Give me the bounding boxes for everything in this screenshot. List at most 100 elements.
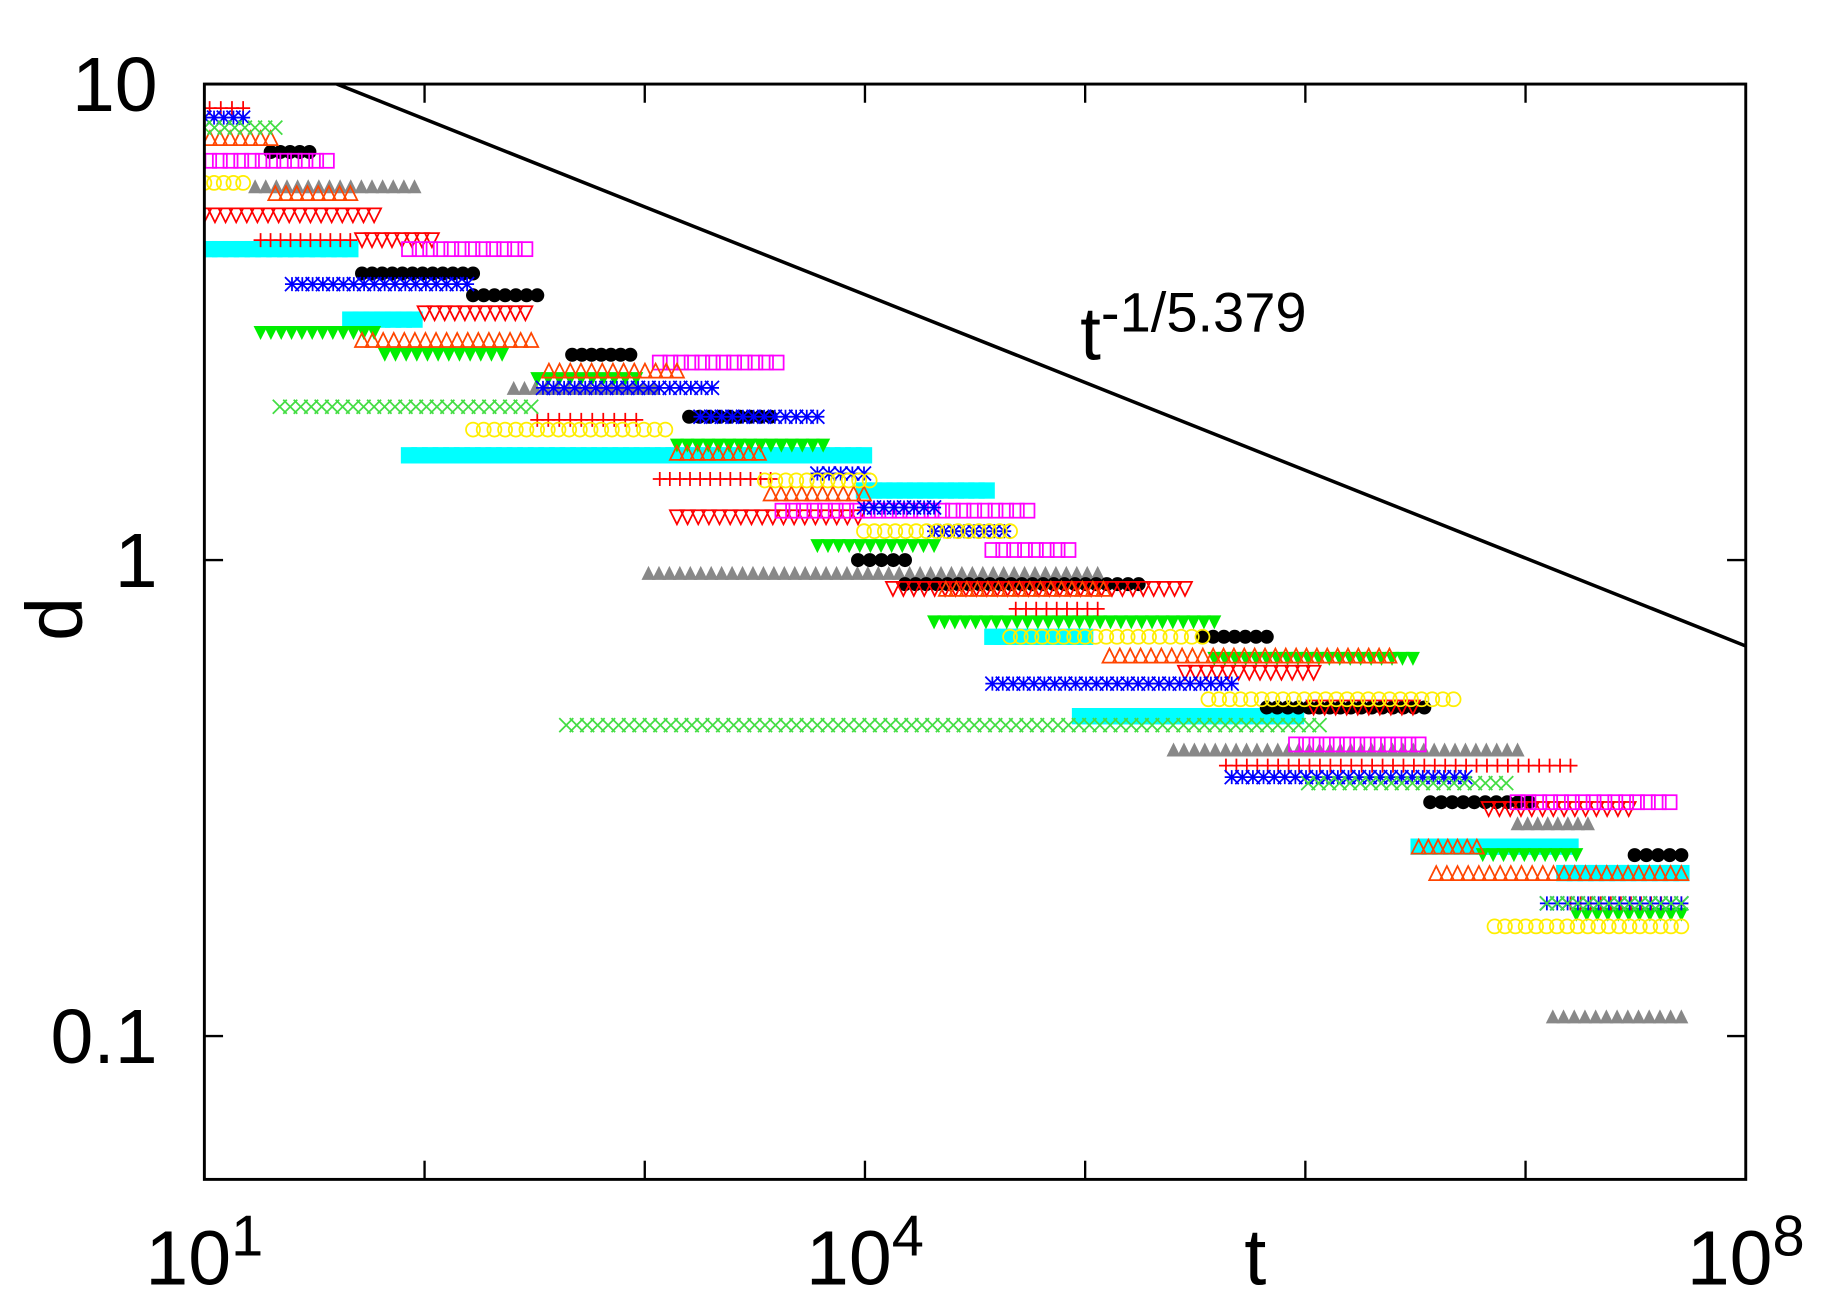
marker: [1339, 691, 1355, 708]
marker: [805, 438, 820, 453]
marker: [1059, 565, 1074, 580]
y-tick-label: 1: [115, 518, 158, 604]
marker: [1343, 651, 1358, 666]
marker: [689, 509, 707, 527]
marker: [593, 361, 611, 379]
marker: [1206, 629, 1221, 644]
marker: [662, 565, 677, 580]
marker: [1382, 699, 1400, 717]
marker: [1090, 601, 1105, 616]
marker: [984, 542, 1001, 558]
marker: [545, 380, 562, 396]
marker: [1099, 676, 1115, 692]
marker: [1540, 816, 1555, 831]
marker: [814, 484, 831, 502]
marker: [830, 472, 847, 489]
marker: [375, 179, 390, 194]
marker: [1305, 699, 1323, 717]
marker: [647, 361, 665, 379]
marker: [683, 354, 700, 371]
marker: [799, 409, 815, 425]
marker: [693, 565, 708, 580]
marker: [743, 438, 758, 453]
marker: [732, 438, 747, 453]
marker: [1264, 691, 1281, 708]
marker: [1496, 848, 1511, 863]
marker: [1121, 646, 1139, 664]
marker: [286, 152, 303, 169]
marker: [491, 331, 508, 348]
plateau: [692, 409, 825, 425]
marker: [1580, 816, 1595, 831]
marker: [855, 484, 873, 502]
marker: [798, 472, 815, 489]
marker: [363, 232, 381, 250]
marker: [248, 207, 266, 225]
marker: [1017, 565, 1032, 580]
plateau: [466, 288, 545, 303]
marker: [341, 184, 359, 202]
marker: [274, 325, 289, 340]
marker: [817, 502, 833, 519]
marker: [1395, 742, 1410, 757]
marker: [1207, 615, 1222, 630]
marker: [1019, 502, 1036, 519]
marker: [377, 276, 393, 292]
marker: [1155, 580, 1173, 598]
marker: [884, 539, 899, 554]
marker: [365, 266, 380, 281]
plateau: [984, 542, 1077, 558]
marker: [613, 347, 628, 362]
marker: [508, 288, 523, 303]
marker: [947, 615, 962, 630]
marker: [705, 354, 721, 371]
marker: [297, 152, 314, 169]
marker: [745, 409, 762, 425]
marker: [466, 266, 481, 281]
marker: [1308, 736, 1325, 753]
plateau: [204, 120, 283, 136]
marker: [840, 472, 857, 489]
marker: [356, 325, 371, 340]
marker: [1165, 615, 1180, 630]
plateau: [248, 179, 422, 194]
marker: [1021, 579, 1039, 597]
marker: [662, 380, 678, 396]
marker: [1339, 646, 1357, 664]
marker: [1234, 769, 1250, 785]
marker: [1036, 676, 1053, 692]
marker: [535, 380, 551, 396]
marker: [206, 110, 222, 126]
marker: [1590, 907, 1605, 922]
marker: [782, 484, 800, 502]
reference-line-label: t-1/5.379: [1080, 281, 1306, 376]
marker: [320, 184, 338, 202]
marker: [507, 421, 524, 438]
marker: [856, 523, 872, 540]
marker: [436, 305, 454, 323]
marker: [1587, 864, 1605, 881]
marker: [1145, 580, 1163, 598]
marker: [454, 241, 470, 258]
marker: [1151, 676, 1167, 692]
marker: [1435, 691, 1451, 708]
marker: [1359, 736, 1376, 753]
marker: [1183, 628, 1200, 645]
marker: [640, 380, 657, 396]
marker: [238, 207, 256, 225]
marker: [565, 347, 580, 362]
marker: [1498, 775, 1514, 791]
marker: [1340, 769, 1357, 785]
marker: [425, 266, 440, 281]
marker: [683, 380, 699, 396]
marker: [984, 676, 1000, 692]
marker: [1642, 907, 1657, 922]
marker: [387, 276, 403, 292]
marker: [1545, 864, 1562, 881]
marker: [1305, 664, 1323, 682]
marker: [1208, 742, 1223, 757]
marker: [265, 152, 282, 169]
marker: [1611, 918, 1627, 935]
marker: [795, 502, 812, 519]
marker: [735, 409, 751, 425]
